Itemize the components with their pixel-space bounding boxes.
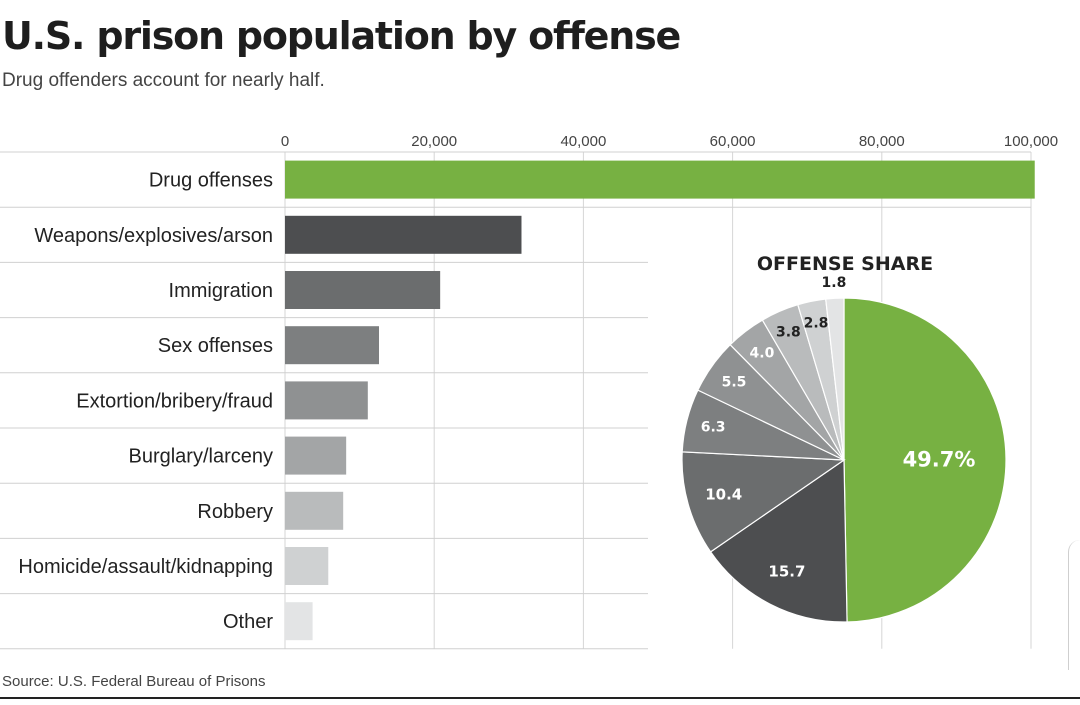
category-label: Other [223,611,273,633]
bar-weapons-explosives-arson [285,215,522,254]
offense-chart: 0 20,000 40,000 60,000 80,000 100,000 Drug off… [0,133,1058,650]
pie-slice-label: 49.7% [903,447,976,471]
category-label: Drug offenses [149,170,273,192]
chart-subtitle: Drug offenders account for nearly half. [2,70,325,91]
pie-slice-label: 1.8 [822,275,847,291]
bar-drug-offenses [285,160,1035,199]
category-label: Weapons/explosives/arson [34,225,273,247]
pie-slice-other [825,297,845,461]
pie-slice-label: 2.8 [804,316,829,332]
x-tick-label: 100,000 [1004,133,1058,150]
bottom-rule [0,697,1080,699]
source-note: Source: U.S. Federal Bureau of Prisons [2,673,266,690]
pie-title: OFFENSE SHARE [757,253,933,275]
bar-robbery [285,491,344,530]
x-tick-label: 60,000 [710,133,756,150]
bar-extortion-bribery-fraud [285,381,368,420]
pie-slice-weapons-explosives-arson [709,458,848,623]
pie-slice-label: 4.0 [750,346,775,362]
category-label: Immigration [169,280,273,302]
pie-slice-label: 3.8 [776,324,801,340]
pie-slice-label: 5.5 [722,375,747,391]
category-label: Sex offenses [158,335,273,357]
pie-slice-drug-offenses [843,297,1007,623]
page-corner-decoration [1068,540,1080,670]
pie-slice-label: 6.3 [701,420,726,436]
category-label: Homicide/assault/kidnapping [18,556,273,578]
bar-homicide-assault-kidnapping [285,547,329,585]
x-tick-label: 0 [281,133,289,150]
x-tick-label: 40,000 [560,133,606,150]
category-label: Extortion/bribery/fraud [76,390,273,412]
bar-burglary-larceny [285,436,347,475]
x-tick-label: 80,000 [859,133,905,150]
pie-slice-label: 10.4 [705,485,742,503]
pie-slice-immigration [681,451,846,553]
category-label: Burglary/larceny [128,446,273,468]
chart-title: U.S. prison population by offense [2,14,681,58]
category-label: Robbery [197,501,273,523]
pie-slice-label: 15.7 [768,562,805,580]
bar-sex-offenses [285,326,379,365]
bar-other [285,602,313,641]
bar-immigration [285,271,441,309]
x-tick-label: 20,000 [411,133,457,150]
